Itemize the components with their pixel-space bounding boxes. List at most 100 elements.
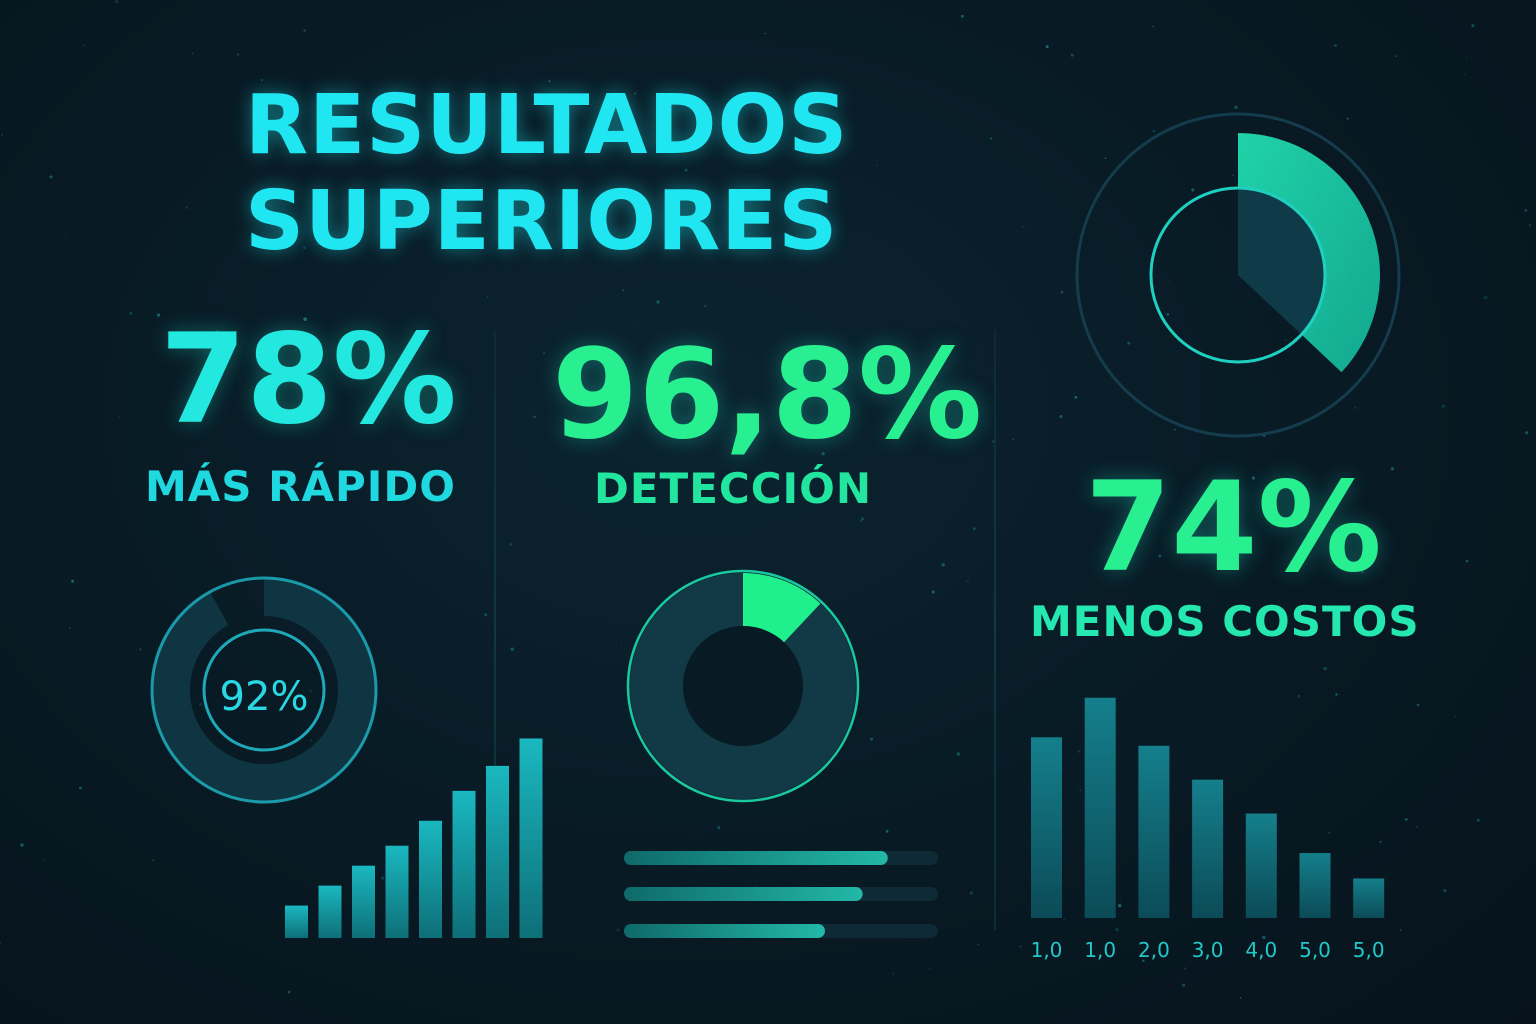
star-dot <box>1022 225 1025 228</box>
star-dot <box>928 967 931 970</box>
star-dot <box>1012 438 1014 441</box>
star-dot <box>956 752 961 756</box>
rising-bar-4 <box>385 845 409 938</box>
star-dot <box>1110 558 1113 561</box>
progress-fill-3 <box>624 924 825 938</box>
star-dot <box>0 941 2 944</box>
star-dot <box>852 490 856 494</box>
star-dot <box>115 0 119 3</box>
star-dot <box>1297 694 1301 698</box>
star-dot <box>1191 188 1195 192</box>
star-dot <box>192 52 194 55</box>
star-dot <box>129 312 133 315</box>
star-dot <box>71 579 75 583</box>
star-dot <box>821 452 825 456</box>
title-line-1: RESULTADOS <box>245 78 849 173</box>
star-dot <box>0 133 4 137</box>
star-dot <box>1111 919 1113 921</box>
star-dot <box>1234 105 1238 109</box>
star-dot <box>1416 826 1418 828</box>
star-dot <box>870 737 873 741</box>
star-dot <box>1404 818 1408 821</box>
stat-detection-label: DETECCIÓN <box>594 464 873 513</box>
star-dot <box>931 590 935 594</box>
rising-bar-5 <box>419 820 442 938</box>
star-dot <box>260 79 263 81</box>
star-dot <box>1285 339 1287 341</box>
rising-bar-6 <box>452 790 476 938</box>
star-dot <box>309 690 312 692</box>
star-dot <box>1127 525 1130 529</box>
star-dot <box>1115 927 1119 932</box>
star-dot <box>1239 996 1242 999</box>
star-dot <box>671 496 675 501</box>
star-dot <box>381 876 385 880</box>
star-dot <box>1464 73 1466 76</box>
stat-cost-value: 74% <box>1085 456 1382 600</box>
star-dot <box>605 190 609 194</box>
star-dot <box>1019 945 1022 948</box>
star-dot <box>408 227 410 229</box>
star-dot <box>960 14 964 18</box>
star-dot <box>989 137 993 140</box>
progress-fill-2 <box>624 887 863 901</box>
star-dot <box>1416 703 1420 707</box>
star-dot <box>20 843 24 847</box>
gauge-92-outer-ring <box>150 576 378 804</box>
star-dot <box>1335 693 1338 696</box>
star-dot <box>1354 407 1356 409</box>
star-dot <box>1183 967 1187 970</box>
star-dot <box>122 110 125 112</box>
rising-bar-2 <box>318 885 342 938</box>
divider-right <box>994 330 996 930</box>
star-dot <box>1524 209 1528 212</box>
star-dot <box>1152 25 1155 28</box>
star-dot <box>384 227 387 230</box>
star-dot <box>118 415 121 418</box>
star-dot <box>859 519 863 523</box>
star-dot <box>1136 499 1140 503</box>
star-dot <box>684 168 688 172</box>
star-dot <box>310 739 313 742</box>
star-dot <box>1395 55 1398 58</box>
star-dot <box>287 990 291 994</box>
cost-bar-tick-label-2: 1,0 <box>1084 938 1116 962</box>
star-dot <box>64 236 67 239</box>
cost-bar-1 <box>1031 737 1062 918</box>
cost-bar-7 <box>1353 878 1385 918</box>
cost-bar-tick-label-7: 5,0 <box>1353 938 1385 962</box>
star-dot <box>656 300 660 304</box>
star-dot <box>900 358 903 360</box>
star-dot <box>1333 43 1338 48</box>
title-line-2: SUPERIORES <box>245 174 839 269</box>
star-dot <box>510 647 514 651</box>
star-dot <box>1323 666 1328 671</box>
star-dot <box>1119 544 1122 547</box>
star-dot <box>1525 431 1529 435</box>
star-dot <box>758 124 761 126</box>
rising-bar-1 <box>285 905 308 938</box>
cost-bar-2 <box>1084 697 1116 918</box>
star-dot <box>616 928 620 932</box>
star-dot <box>1059 414 1063 419</box>
star-dot <box>1142 959 1145 963</box>
star-dot <box>966 579 969 583</box>
gauge-92-center-label: 92% <box>220 674 309 720</box>
star-dot <box>1045 45 1049 49</box>
star-dot <box>1465 57 1468 59</box>
star-dot <box>1465 559 1469 563</box>
cost-bar-tick-label-5: 4,0 <box>1245 938 1277 962</box>
stat-detection-value: 96,8% <box>552 323 983 467</box>
star-dot <box>1174 428 1176 431</box>
star-dot <box>533 415 536 418</box>
star-dot <box>1361 571 1364 574</box>
star-dot <box>1158 554 1162 558</box>
star-dot <box>885 830 889 833</box>
star-dot <box>1070 53 1074 57</box>
star-dot <box>1251 476 1255 480</box>
star-dot <box>49 175 53 179</box>
star-dot <box>941 563 945 567</box>
star-dot <box>1483 295 1488 300</box>
star-dot <box>303 317 307 321</box>
